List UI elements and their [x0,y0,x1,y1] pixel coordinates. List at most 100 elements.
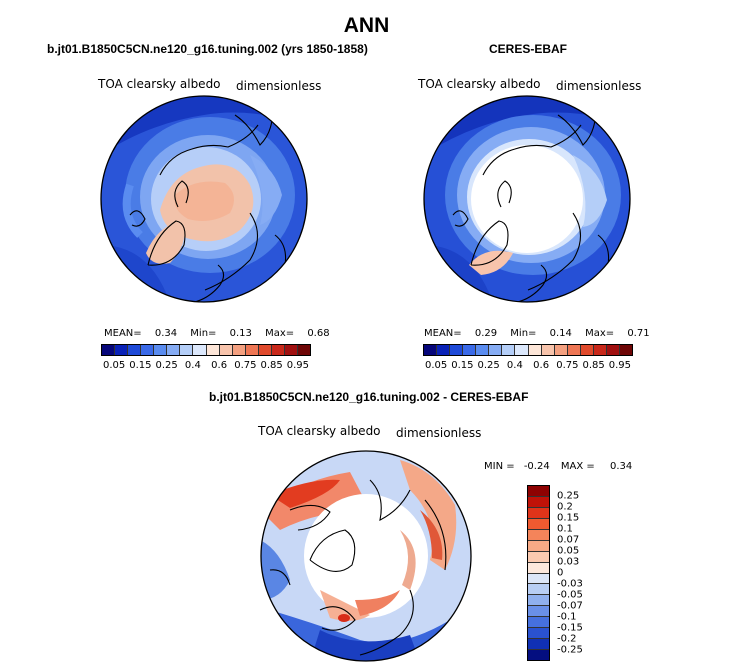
colorbar-tick-label: 0.4 [506,360,523,371]
model-min-value: 0.13 [229,328,252,339]
colorbar-tick-label: 0.75 [234,360,257,371]
colorbar-swatch [606,345,620,355]
colorbar-swatch [528,595,549,607]
colorbar-tick-label: -0.07 [557,600,583,612]
colorbar-swatch [528,496,549,508]
colorbar-tick-label: 0.03 [557,556,580,568]
colorbar-swatch [232,345,246,355]
diff-max-label: MAX = [560,461,595,472]
colorbar-swatch [619,345,632,355]
obs-panel-title: CERES-EBAF [489,42,568,56]
obs-polar-map [423,95,631,303]
colorbar-swatch [528,573,549,585]
colorbar-swatch [515,345,529,355]
colorbar-swatch [154,345,168,355]
colorbar-swatch [528,507,549,519]
colorbar-tick-label: -0.15 [557,622,583,634]
colorbar-tick-label: 0.6 [533,360,550,371]
colorbar-tick-label: 0.85 [260,360,283,371]
colorbar-swatch [297,345,310,355]
colorbar-swatch [271,345,285,355]
diff-panel-title: b.jt01.B1850C5CN.ne120_g16.tuning.002 - … [209,390,529,404]
colorbar-swatch [567,345,581,355]
colorbar-tick-label: -0.05 [557,589,583,601]
model-mean-label: MEAN= [104,328,142,339]
colorbar-tick-label: 0.6 [211,360,228,371]
colorbar-tick-label: 0.05 [557,545,580,557]
obs-max-value: 0.71 [627,328,650,339]
model-variable-label: TOA clearsky albedo [98,77,221,91]
colorbar-swatch [476,345,490,355]
colorbar-swatch [102,345,116,355]
colorbar-tick-label: 0.07 [557,534,580,546]
colorbar-tick-label: 0.25 [557,490,580,502]
model-panel-title: b.jt01.B1850C5CN.ne120_g16.tuning.002 (y… [47,42,368,56]
colorbar-tick-label: -0.03 [557,578,583,590]
obs-mean-value: 0.29 [474,328,498,339]
colorbar-swatch [580,345,594,355]
colorbar-swatch [424,345,438,355]
colorbar-swatch [128,345,142,355]
obs-variable-label: TOA clearsky albedo [418,77,541,91]
colorbar-tick-label: 0.15 [129,360,152,371]
colorbar-swatch [528,628,549,640]
colorbar-tick-label: 0.85 [582,360,605,371]
colorbar-swatch [245,345,259,355]
colorbar-swatch [554,345,568,355]
model-colorbar [101,344,311,356]
diff-variable-label: TOA clearsky albedo [258,424,381,438]
model-max-value: 0.68 [307,328,330,339]
diff-min-value: -0.24 [523,461,550,472]
obs-colorbar [423,344,633,356]
obs-max-label: Max= [585,328,615,339]
colorbar-tick-label: 0.05 [424,360,448,371]
colorbar-swatch [141,345,155,355]
colorbar-swatch [528,617,549,629]
colorbar-tick-label: 0.1 [557,523,573,535]
colorbar-swatch [167,345,181,355]
colorbar-swatch [463,345,477,355]
colorbar-swatch [258,345,272,355]
colorbar-swatch [528,562,549,574]
colorbar-swatch [193,345,207,355]
colorbar-swatch [528,551,549,563]
diff-colorbar-ticks: 0.25 0.2 0.15 0.1 0.07 0.05 0.03 0 -0.03 -0.05 -0.… [557,485,597,661]
colorbar-swatch [437,345,451,355]
colorbar-swatch [528,584,549,596]
model-mean-value: 0.34 [154,328,178,339]
colorbar-tick-label: 0.15 [557,512,580,524]
colorbar-swatch [206,345,220,355]
colorbar-tick-label: -0.2 [557,633,577,645]
colorbar-swatch [450,345,464,355]
colorbar-tick-label: 0.2 [557,501,573,513]
colorbar-tick-label: 0.95 [286,360,310,371]
colorbar-swatch [528,518,549,530]
colorbar-tick-label: 0.4 [184,360,201,371]
colorbar-swatch [180,345,194,355]
diff-units-label: dimensionless [396,426,482,440]
model-polar-map [100,95,308,303]
colorbar-tick-label: 0.05 [102,360,126,371]
colorbar-swatch [528,650,549,660]
colorbar-swatch [219,345,233,355]
model-min-label: Min= [190,328,217,339]
colorbar-tick-label: 0.95 [608,360,632,371]
colorbar-swatch [541,345,555,355]
colorbar-tick-label: 0.25 [155,360,178,371]
colorbar-swatch [115,345,129,355]
diff-colorbar [527,485,550,661]
colorbar-swatch [528,540,549,552]
obs-min-label: Min= [510,328,537,339]
colorbar-swatch [502,345,516,355]
colorbar-swatch [284,345,298,355]
diff-max-value: 0.34 [609,461,633,472]
model-units-label: dimensionless [236,79,322,93]
colorbar-swatch [528,529,549,541]
obs-units-label: dimensionless [556,79,642,93]
diff-polar-map [260,450,472,662]
figure-title: ANN [343,14,390,37]
obs-min-value: 0.14 [549,328,572,339]
colorbar-swatch [593,345,607,355]
diff-min-label: MIN = [484,461,515,472]
model-max-label: Max= [265,328,295,339]
